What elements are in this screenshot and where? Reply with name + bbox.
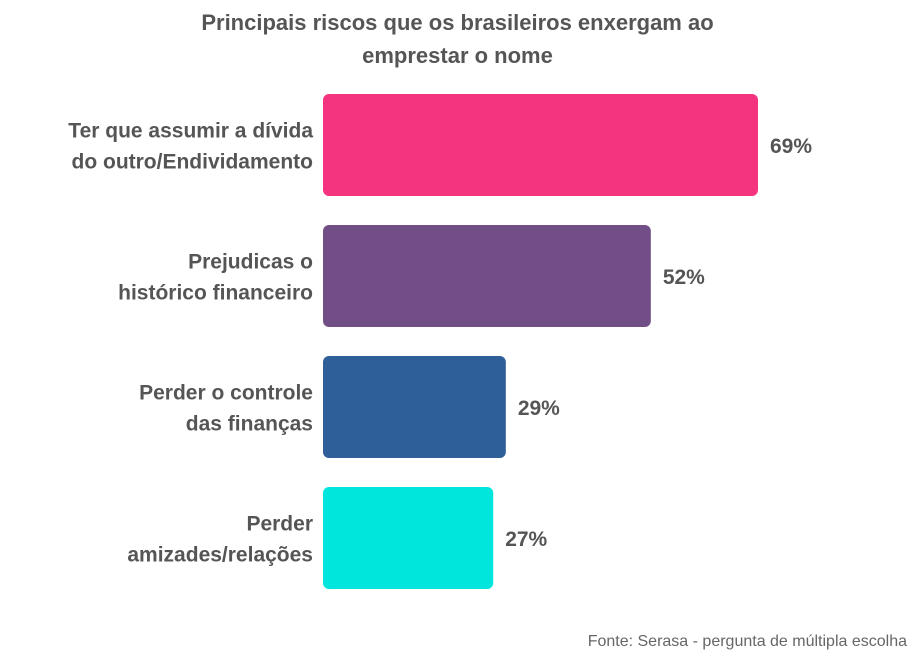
bar-1	[323, 94, 758, 196]
bar-chart: 69% Ter que assumir a dívida do outro/Endi…	[68, 94, 812, 589]
chart-title-line-2: emprestar o nome	[362, 43, 553, 68]
category-label-2: Prejudicas o histórico financeiro	[118, 251, 313, 305]
value-label-3: 29%	[518, 397, 560, 420]
category-label-3: Perder o controle das finanças	[139, 382, 313, 436]
source-note: Fonte: Serasa - pergunta de múltipla esc…	[587, 633, 907, 650]
category-label-1: Ter que assumir a dívida do outro/Endivid…	[68, 120, 313, 174]
value-label-4: 27%	[505, 528, 547, 551]
value-label-2: 52%	[663, 266, 705, 289]
bar-2	[323, 225, 651, 327]
chart-title-line-1: Principais riscos que os brasileiros enx…	[201, 10, 714, 35]
chart-title: Principais riscos que os brasileiros enx…	[0, 6, 915, 72]
bar-3	[323, 356, 506, 458]
bar-4	[323, 487, 494, 589]
value-label-1: 69%	[770, 135, 812, 158]
category-label-4: Perder amizades/relações	[127, 513, 313, 567]
